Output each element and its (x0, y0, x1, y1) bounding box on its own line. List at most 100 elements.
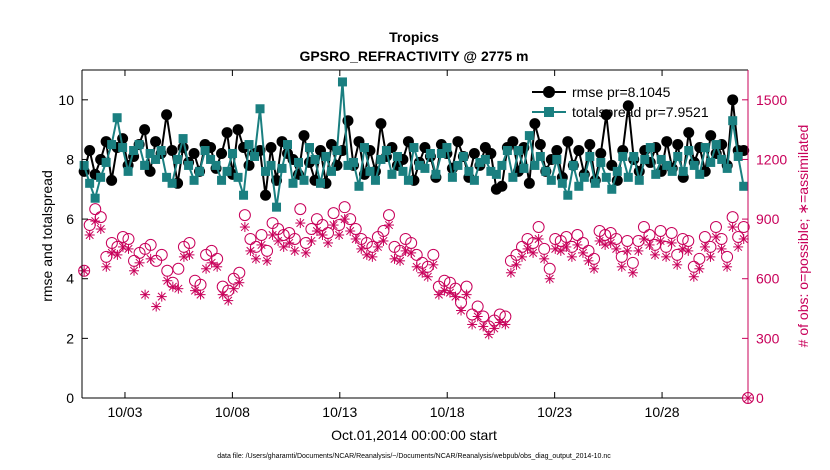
rmse-point (683, 127, 695, 139)
totalspread-point (277, 163, 287, 173)
assimilated-obs-point (151, 301, 162, 312)
assimilated-obs-point (339, 214, 350, 225)
totalspread-point (700, 143, 710, 153)
totalspread-point (541, 166, 551, 176)
rmse-point (221, 127, 233, 139)
totalspread-point (173, 154, 183, 164)
assimilated-obs-point (633, 245, 644, 256)
assimilated-obs-point (406, 247, 417, 258)
totalspread-point (645, 143, 655, 153)
totalspread-point (568, 160, 578, 170)
assimilated-obs-point (444, 287, 455, 298)
totalspread-point (217, 175, 227, 185)
totalspread-point (497, 160, 507, 170)
totalspread-point (469, 175, 479, 185)
assimilated-obs-point (345, 226, 356, 237)
possible-obs-point (532, 221, 545, 234)
assimilated-obs-point (544, 273, 555, 284)
x-tick-label: 10/28 (645, 404, 680, 420)
y-right-tick-label: 900 (756, 211, 780, 227)
assimilated-obs-point (256, 239, 267, 250)
rmse-point (106, 174, 118, 186)
rmse-point (216, 147, 228, 159)
totalspread-point (706, 157, 716, 167)
y-left-tick-label: 4 (66, 271, 74, 287)
legend: rmse pr=8.1045 totalspread pr=7.9521 (532, 84, 709, 120)
assimilated-obs-point (500, 319, 511, 330)
assimilated-obs-point (311, 226, 322, 237)
assimilated-obs-point (284, 237, 295, 248)
x-tick-label: 10/08 (215, 404, 250, 420)
rmse-point (188, 147, 200, 159)
totalspread-point (414, 160, 424, 170)
possible-obs-point (144, 238, 157, 251)
assimilated-obs-point (428, 259, 439, 270)
assimilated-obs-point (583, 255, 594, 266)
totalspread-point (629, 151, 639, 161)
totalspread-point (662, 160, 672, 170)
totalspread-point (123, 166, 133, 176)
rmse-point (260, 189, 272, 201)
rmse-point (243, 159, 255, 171)
assimilated-obs-point (517, 251, 528, 262)
totalspread-point (85, 178, 95, 188)
totalspread-point (151, 154, 161, 164)
totalspread-point (178, 134, 188, 144)
totalspread-point (118, 143, 128, 153)
assimilated-obs-point (239, 222, 250, 233)
assimilated-obs-point (295, 218, 306, 229)
assimilated-obs-point (710, 231, 721, 242)
rmse-point (562, 136, 574, 148)
totalspread-point (239, 190, 249, 200)
assimilated-obs-point (505, 267, 516, 278)
assimilated-obs-point (378, 235, 389, 246)
assimilated-obs-point (716, 243, 727, 254)
x-tick-label: 10/23 (537, 404, 572, 420)
assimilated-obs-point (334, 229, 345, 240)
assimilated-obs-point (367, 251, 378, 262)
totalspread-point (90, 193, 100, 203)
assimilated-obs-point (123, 243, 134, 254)
y-left-tick-label: 10 (58, 92, 74, 108)
totalspread-point (79, 160, 89, 170)
assimilated-obs-point (300, 247, 311, 258)
assimilated-obs-point (250, 253, 261, 264)
totalspread-point (162, 172, 172, 182)
assimilated-obs-point (683, 245, 694, 256)
rmse-point (584, 139, 596, 151)
assimilated-obs-point (589, 263, 600, 274)
legend-rmse-marker (543, 86, 555, 98)
totalspread-point (640, 154, 650, 164)
totalspread-point (387, 169, 397, 179)
rmse-point (551, 145, 563, 157)
assimilated-obs-point (555, 245, 566, 256)
assimilated-obs-point (289, 245, 300, 256)
totalspread-point (546, 175, 556, 185)
totalspread-point (409, 143, 419, 153)
totalspread-point (557, 178, 567, 188)
totalspread-point (447, 172, 457, 182)
totalspread-point (365, 166, 375, 176)
possible-obs-point (294, 203, 307, 216)
totalspread-point (140, 160, 150, 170)
assimilated-obs-point (317, 229, 328, 240)
totalspread-point (112, 113, 122, 123)
rmse-point (452, 136, 464, 148)
totalspread-point (145, 148, 155, 158)
totalspread-point (596, 157, 606, 167)
totalspread-point (601, 172, 611, 182)
y-axis-right-label: # of obs: o=possible; ∗=assimilated (795, 125, 811, 348)
totalspread-point (513, 146, 523, 156)
possible-obs-point (338, 201, 351, 214)
assimilated-obs-point (156, 291, 167, 302)
totalspread-point (381, 146, 391, 156)
assimilated-obs-point (245, 245, 256, 256)
possible-obs-point (155, 248, 168, 261)
rmse-point (84, 145, 96, 157)
assimilated-obs-point (727, 222, 738, 233)
totalspread-point (689, 160, 699, 170)
totalspread-point (585, 151, 595, 161)
x-axis-label: Oct.01,2014 00:00:00 start (331, 427, 497, 443)
assimilated-obs-point (328, 220, 339, 231)
totalspread-point (403, 175, 413, 185)
